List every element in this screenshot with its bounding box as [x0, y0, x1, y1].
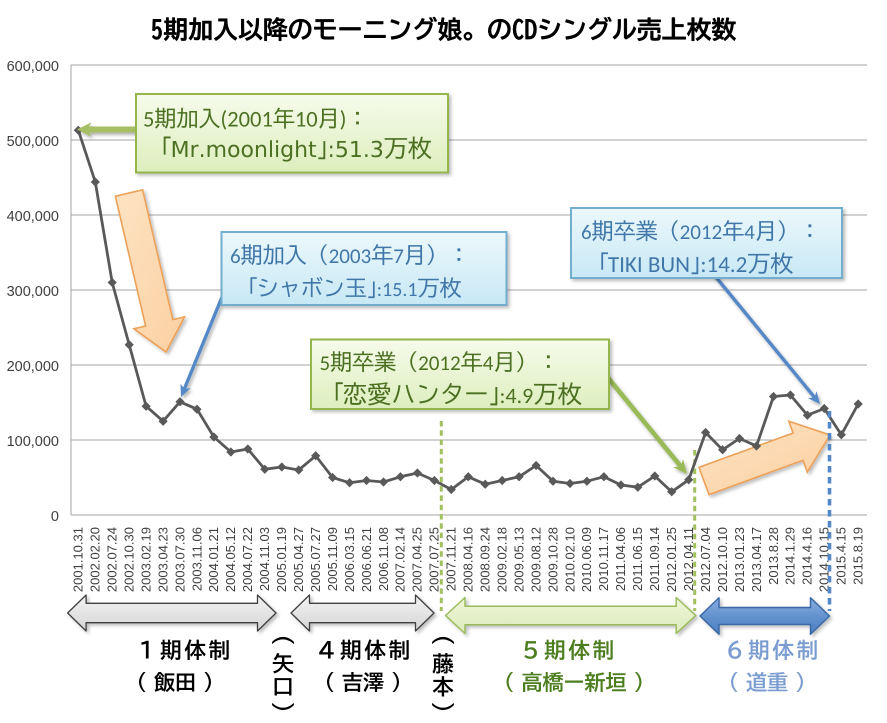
svg-text:2005.11.09: 2005.11.09	[325, 527, 340, 591]
svg-text:2006.06.21: 2006.06.21	[359, 527, 374, 592]
svg-text:2006.03.15: 2006.03.15	[342, 527, 357, 592]
svg-text:2004.11.03: 2004.11.03	[257, 527, 272, 591]
svg-text:2002.10.30: 2002.10.30	[122, 527, 137, 592]
svg-text:2012.07.04: 2012.07.04	[698, 527, 713, 592]
svg-text:2015.8.19: 2015.8.19	[851, 527, 866, 585]
svg-text:2003.07.30: 2003.07.30	[172, 527, 187, 592]
svg-text:2007.07.25: 2007.07.25	[427, 527, 442, 592]
svg-text:2009.10.28: 2009.10.28	[545, 527, 560, 592]
svg-text:2009.08.12: 2009.08.12	[528, 527, 543, 592]
svg-text:2007.02.14: 2007.02.14	[393, 527, 408, 592]
svg-text:2007.11.21: 2007.11.21	[444, 527, 459, 591]
svg-text:0: 0	[51, 509, 59, 525]
svg-text:2013.8.28: 2013.8.28	[766, 527, 781, 585]
svg-text:2003.11.06: 2003.11.06	[189, 527, 204, 591]
svg-text:2013.01.23: 2013.01.23	[732, 527, 747, 592]
svg-text:2003.04.23: 2003.04.23	[155, 527, 170, 592]
svg-text:2012.04.11: 2012.04.11	[681, 527, 696, 591]
svg-text:100,000: 100,000	[7, 434, 59, 450]
svg-text:2005.01.19: 2005.01.19	[274, 527, 289, 592]
svg-text:2007.04.25: 2007.04.25	[410, 527, 425, 592]
svg-text:2009.02.18: 2009.02.18	[495, 527, 510, 592]
svg-text:2002.07.24: 2002.07.24	[105, 527, 120, 592]
svg-text:2002.02.20: 2002.02.20	[88, 527, 103, 592]
svg-text:2008.09.24: 2008.09.24	[478, 527, 493, 592]
svg-text:2004.01.21: 2004.01.21	[206, 527, 221, 592]
svg-text:2015.4.15: 2015.4.15	[834, 527, 849, 585]
svg-text:2005.07.27: 2005.07.27	[308, 527, 323, 592]
svg-text:2012.10.10: 2012.10.10	[715, 527, 730, 592]
svg-text:2014.1.29: 2014.1.29	[783, 527, 798, 585]
svg-text:2010.11.17: 2010.11.17	[596, 527, 611, 591]
svg-text:2012.01.25: 2012.01.25	[664, 527, 679, 592]
svg-text:600,000: 600,000	[7, 59, 59, 75]
svg-text:2013.04.17: 2013.04.17	[749, 527, 764, 592]
svg-text:2011.09.14: 2011.09.14	[647, 527, 662, 591]
svg-text:2001.10.31: 2001.10.31	[71, 527, 86, 592]
svg-text:200,000: 200,000	[7, 359, 59, 375]
svg-text:2005.04.27: 2005.04.27	[291, 527, 306, 592]
svg-text:2008.04.16: 2008.04.16	[461, 527, 476, 592]
svg-text:500,000: 500,000	[7, 134, 59, 150]
svg-text:2006.11.08: 2006.11.08	[376, 527, 391, 591]
svg-text:2010.06.09: 2010.06.09	[579, 527, 594, 592]
svg-text:2004.05.12: 2004.05.12	[223, 527, 238, 592]
svg-text:2014.4.16: 2014.4.16	[800, 527, 815, 585]
svg-text:2011.06.15: 2011.06.15	[630, 527, 645, 591]
svg-text:2011.04.06: 2011.04.06	[613, 527, 628, 591]
svg-text:2010.02.10: 2010.02.10	[562, 527, 577, 592]
svg-text:2004.07.22: 2004.07.22	[240, 527, 255, 592]
svg-text:400,000: 400,000	[7, 209, 59, 225]
svg-text:2009.05.13: 2009.05.13	[511, 527, 526, 592]
svg-text:300,000: 300,000	[7, 284, 59, 300]
svg-text:2003.02.19: 2003.02.19	[138, 527, 153, 592]
